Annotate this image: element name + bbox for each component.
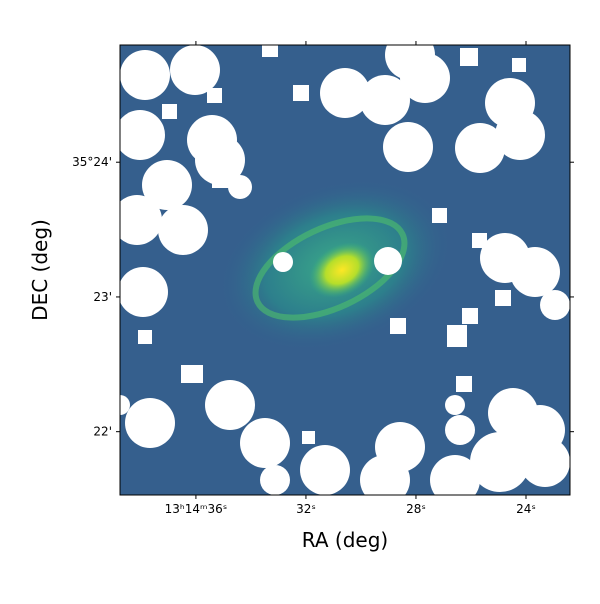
x-axis-label: RA (deg) — [302, 528, 388, 552]
y-tick-label: 23' — [93, 290, 112, 304]
y-tick-label: 22' — [93, 425, 112, 439]
x-tick-label: 32ˢ — [296, 502, 316, 516]
image — [120, 45, 570, 495]
y-axis-label: DEC (deg) — [28, 219, 52, 321]
x-tick-label: 28ˢ — [406, 502, 426, 516]
axes-frame — [119, 44, 571, 496]
x-tick-label: 13ʰ14ᵐ36ˢ — [165, 502, 228, 516]
y-tick-label: 35°24' — [72, 155, 112, 169]
x-tick-label: 24ˢ — [516, 502, 536, 516]
